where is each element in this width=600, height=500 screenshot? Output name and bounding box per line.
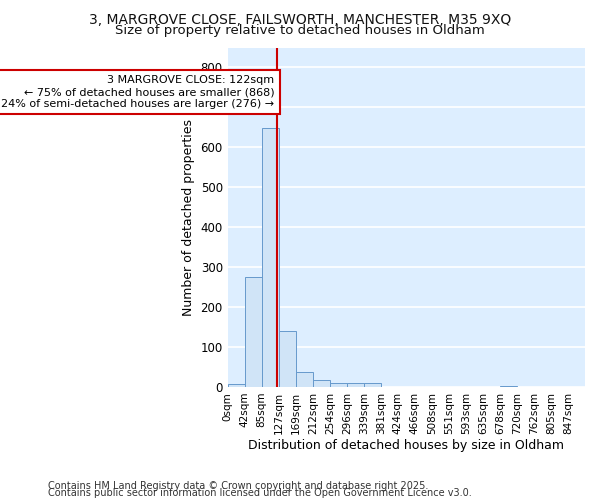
Bar: [364, 383, 381, 387]
Text: Contains HM Land Registry data © Crown copyright and database right 2025.: Contains HM Land Registry data © Crown c…: [48, 481, 428, 491]
Bar: [347, 383, 364, 387]
Bar: [330, 383, 347, 387]
Y-axis label: Number of detached properties: Number of detached properties: [182, 118, 195, 316]
Bar: [279, 331, 296, 387]
Bar: [313, 380, 330, 387]
X-axis label: Distribution of detached houses by size in Oldham: Distribution of detached houses by size …: [248, 440, 565, 452]
Bar: [245, 277, 262, 387]
Text: 3, MARGROVE CLOSE, FAILSWORTH, MANCHESTER, M35 9XQ: 3, MARGROVE CLOSE, FAILSWORTH, MANCHESTE…: [89, 12, 511, 26]
Bar: [296, 372, 313, 387]
Bar: [500, 386, 517, 387]
Bar: [262, 128, 279, 387]
Text: Contains public sector information licensed under the Open Government Licence v3: Contains public sector information licen…: [48, 488, 472, 498]
Text: 3 MARGROVE CLOSE: 122sqm
← 75% of detached houses are smaller (868)
24% of semi-: 3 MARGROVE CLOSE: 122sqm ← 75% of detach…: [1, 76, 274, 108]
Bar: [227, 384, 245, 387]
Text: Size of property relative to detached houses in Oldham: Size of property relative to detached ho…: [115, 24, 485, 37]
